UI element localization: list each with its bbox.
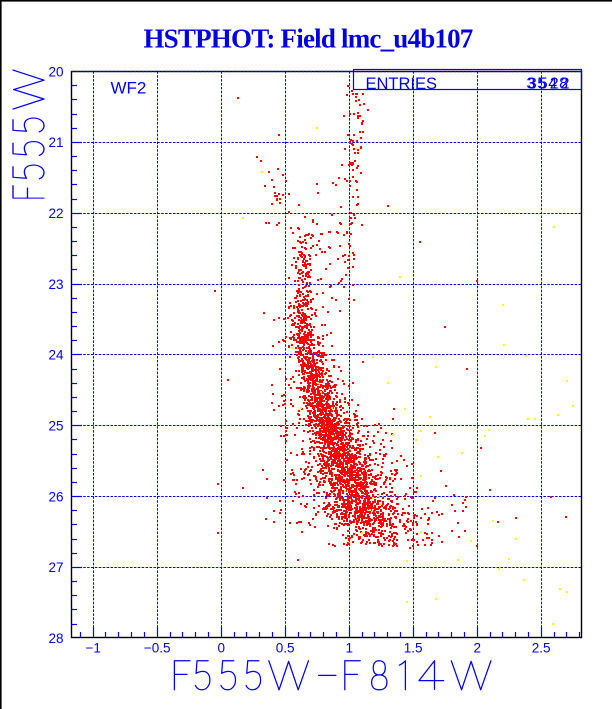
- svg-text:25: 25: [48, 419, 63, 434]
- svg-text:26: 26: [48, 489, 63, 504]
- svg-text:HSTPHOT: Field lmc_u4b107: HSTPHOT: Field lmc_u4b107: [143, 24, 472, 54]
- svg-text:WF2: WF2: [111, 79, 147, 98]
- svg-text:1.5: 1.5: [404, 640, 423, 655]
- svg-text:−1: −1: [85, 640, 100, 655]
- svg-text:1: 1: [345, 640, 353, 655]
- svg-text:24: 24: [48, 348, 64, 363]
- svg-text:2: 2: [473, 640, 481, 655]
- svg-text:23: 23: [48, 277, 63, 292]
- svg-text:28: 28: [48, 631, 63, 646]
- svg-text:21: 21: [48, 135, 63, 150]
- svg-text:20: 20: [48, 64, 63, 79]
- svg-text:0.5: 0.5: [276, 640, 295, 655]
- svg-text:22: 22: [48, 206, 63, 221]
- svg-text:ENTRIES: ENTRIES: [366, 75, 438, 93]
- svg-text:3548: 3548: [526, 76, 570, 93]
- svg-text:2.5: 2.5: [532, 640, 551, 655]
- svg-text:0: 0: [217, 640, 225, 655]
- svg-text:−0.5: −0.5: [144, 640, 171, 655]
- svg-text:3522: 3522: [528, 76, 572, 93]
- svg-text:27: 27: [48, 560, 63, 575]
